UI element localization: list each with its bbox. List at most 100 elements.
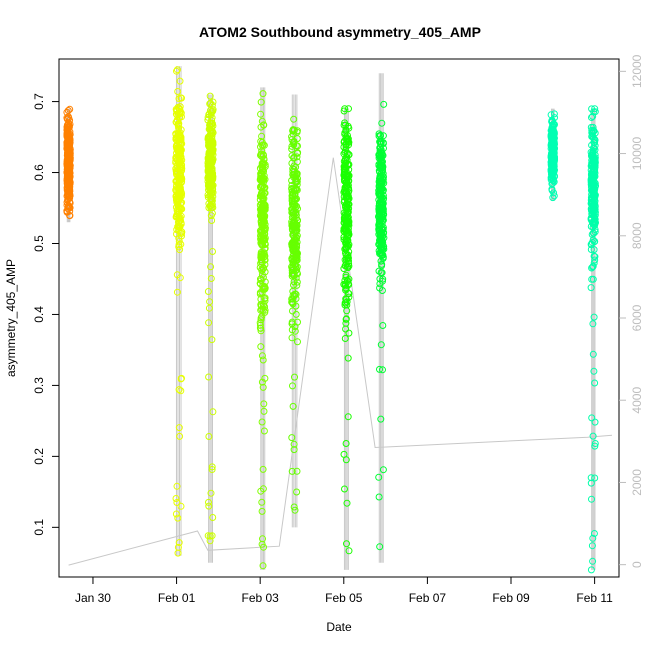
data-point bbox=[259, 383, 267, 391]
data-point bbox=[258, 540, 266, 548]
data-point bbox=[376, 365, 383, 373]
data-point bbox=[290, 115, 298, 123]
y-right-tick-label: 10000 bbox=[630, 137, 644, 171]
series-3 bbox=[204, 92, 217, 545]
data-point bbox=[342, 282, 349, 290]
data-point bbox=[588, 162, 596, 170]
data-point bbox=[294, 338, 301, 346]
data-point bbox=[340, 171, 348, 179]
data-point bbox=[173, 288, 181, 296]
data-point bbox=[378, 185, 386, 193]
data-point bbox=[340, 150, 348, 158]
data-point bbox=[341, 105, 349, 113]
y-axis: 0.1 0.2 0.3 0.4 0.5 0.6 0.7 bbox=[32, 93, 59, 536]
series-2 bbox=[172, 66, 186, 557]
data-point bbox=[591, 418, 599, 426]
data-point bbox=[258, 312, 266, 320]
series-9 bbox=[587, 105, 599, 574]
data-point bbox=[344, 289, 352, 297]
x-tick-label: Feb 01 bbox=[158, 591, 196, 605]
data-point bbox=[209, 248, 216, 255]
data-point bbox=[177, 216, 184, 224]
data-point bbox=[342, 147, 349, 154]
data-point bbox=[288, 434, 296, 442]
data-point bbox=[342, 258, 350, 266]
data-point bbox=[291, 506, 299, 514]
data-point bbox=[345, 230, 353, 238]
data-point bbox=[375, 267, 383, 275]
y-tick-label: 0.6 bbox=[32, 164, 46, 181]
data-point bbox=[344, 254, 352, 262]
data-point bbox=[290, 153, 298, 161]
data-point bbox=[376, 231, 384, 239]
y-right-tick-label: 6000 bbox=[630, 304, 644, 331]
data-point bbox=[64, 124, 72, 132]
data-point bbox=[259, 175, 267, 183]
data-point bbox=[375, 473, 383, 481]
data-point bbox=[548, 157, 556, 165]
data-point bbox=[591, 474, 599, 482]
data-point bbox=[342, 325, 350, 333]
data-point bbox=[288, 320, 296, 328]
data-point bbox=[293, 127, 301, 135]
data-point bbox=[591, 146, 599, 154]
data-point bbox=[288, 298, 296, 306]
data-point bbox=[378, 169, 386, 176]
data-point bbox=[550, 110, 558, 118]
data-point bbox=[257, 123, 265, 131]
data-point bbox=[205, 502, 213, 510]
data-point bbox=[377, 185, 385, 193]
data-point bbox=[208, 217, 216, 224]
data-point bbox=[207, 202, 215, 210]
data-point bbox=[292, 274, 300, 282]
data-point bbox=[341, 299, 349, 307]
y-right-tick-label: 0 bbox=[630, 561, 644, 568]
data-point bbox=[259, 197, 267, 205]
data-point bbox=[342, 295, 350, 303]
data-point bbox=[376, 216, 384, 224]
data-point bbox=[173, 177, 181, 185]
data-point bbox=[340, 143, 348, 151]
data-point bbox=[380, 144, 387, 152]
data-point bbox=[208, 532, 216, 540]
data-point bbox=[173, 66, 181, 74]
data-point bbox=[379, 366, 386, 374]
data-point bbox=[342, 315, 350, 323]
y-right-tick-label: 12000 bbox=[630, 54, 644, 88]
data-point bbox=[288, 240, 296, 248]
data-point bbox=[288, 334, 296, 342]
data-point bbox=[259, 562, 267, 570]
data-point bbox=[175, 124, 183, 132]
data-point bbox=[376, 543, 384, 551]
data-point bbox=[549, 194, 557, 202]
data-point bbox=[377, 138, 385, 145]
data-point bbox=[64, 121, 72, 129]
data-point bbox=[64, 161, 72, 169]
data-point bbox=[587, 246, 595, 253]
data-point bbox=[291, 327, 299, 335]
data-point bbox=[208, 147, 216, 155]
data-point bbox=[257, 143, 264, 151]
data-point bbox=[345, 281, 353, 289]
series-4 bbox=[256, 90, 269, 570]
data-point bbox=[172, 213, 180, 221]
data-point bbox=[549, 176, 557, 184]
data-point bbox=[589, 534, 597, 542]
data-point bbox=[293, 467, 301, 475]
data-point bbox=[290, 440, 298, 448]
data-point bbox=[174, 194, 182, 202]
data-point bbox=[176, 77, 184, 85]
y-axis-label: asymmetry_405_AMP bbox=[4, 259, 18, 377]
data-point bbox=[206, 92, 214, 100]
data-point bbox=[342, 157, 349, 164]
data-point bbox=[550, 192, 558, 200]
data-point bbox=[65, 165, 73, 173]
data-point bbox=[172, 495, 180, 502]
data-point bbox=[260, 400, 268, 408]
data-point bbox=[258, 205, 265, 213]
data-point bbox=[344, 251, 352, 259]
x-tick-label: Feb 05 bbox=[325, 591, 363, 605]
data-point bbox=[288, 152, 296, 160]
data-point bbox=[259, 183, 267, 190]
data-point bbox=[341, 170, 349, 178]
